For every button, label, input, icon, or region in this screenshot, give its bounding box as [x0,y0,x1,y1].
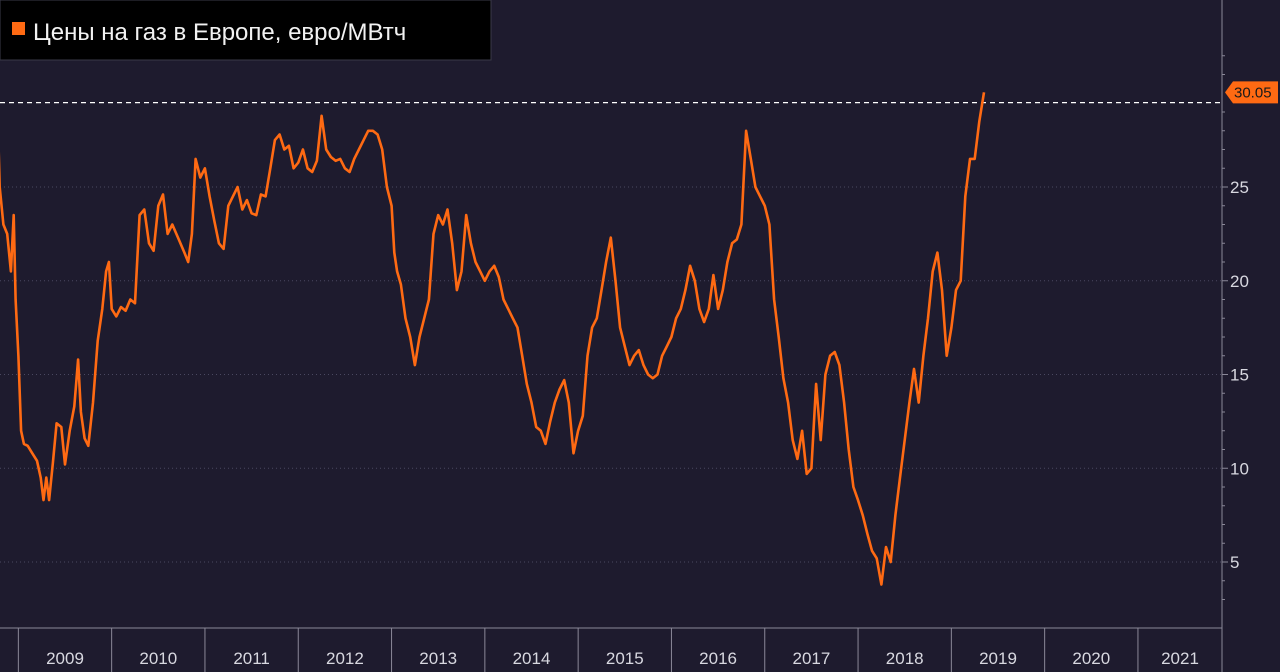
y-tick-label-20: 20 [1230,272,1249,291]
last-value-marker: 30.05 [1225,81,1278,104]
x-tick-label-2011: 2011 [233,649,270,668]
x-tick-label-2020: 2020 [1072,649,1110,668]
legend: Цены на газ в Европе, евро/МВтч [0,0,492,61]
legend-swatch [12,22,25,35]
last-value-label: 30.05 [1234,84,1272,101]
x-tick-label-2017: 2017 [792,649,830,668]
last-value-badge [1225,81,1278,104]
series-line-gas-price [0,92,986,586]
y-tick-label-25: 25 [1230,178,1249,197]
y-tick-label-15: 15 [1230,366,1249,385]
x-tick-label-2018: 2018 [886,649,924,668]
x-tick-label-2016: 2016 [699,649,737,668]
legend-box [0,0,492,61]
x-tick-label-2019: 2019 [979,649,1017,668]
y-tick-label-10: 10 [1230,459,1249,478]
y-axis-ticks: 5 10 15 20 25 [1222,55,1249,600]
legend-entry: Цены на газ в Европе, евро/МВтч [33,19,406,46]
x-tick-label-2014: 2014 [513,649,551,668]
x-tick-label-2013: 2013 [419,649,457,668]
x-tick-label-2021: 2021 [1161,649,1199,668]
x-axis-ticks: 2009 2010 2011 2012 2013 2014 2015 2016 2017 2018… [17,628,1223,672]
x-tick-label-2009: 2009 [46,649,84,668]
x-tick-label-2015: 2015 [606,649,644,668]
y-tick-label-5: 5 [1230,553,1239,572]
x-tick-label-2010: 2010 [139,649,177,668]
x-tick-label-2012: 2012 [326,649,364,668]
